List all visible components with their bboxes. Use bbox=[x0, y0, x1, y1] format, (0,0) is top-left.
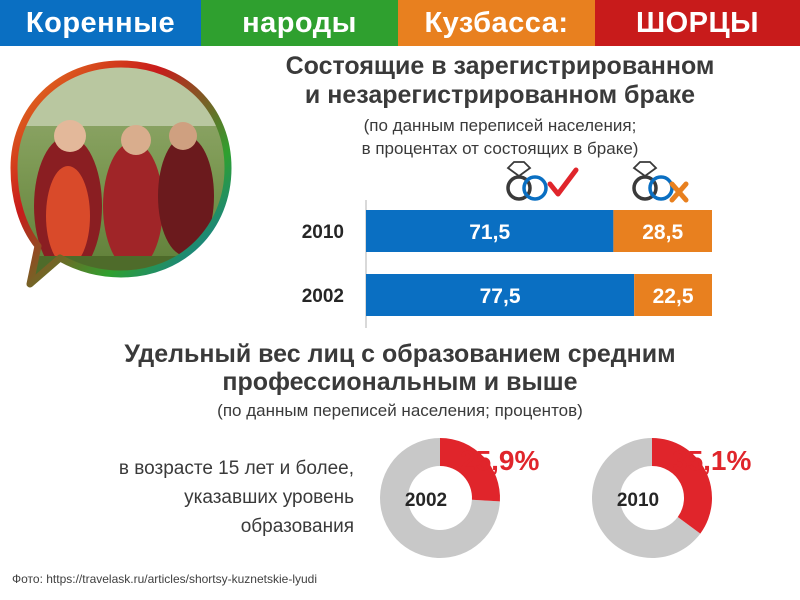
bar-2002-segment-2 bbox=[634, 274, 712, 316]
marriage-title-line1: Состоящие в зарегистрированном bbox=[285, 52, 715, 80]
donut-2002-value-label: 25,9% bbox=[460, 445, 539, 476]
header-segment-kuzbassa: Кузбасса: bbox=[398, 0, 595, 46]
bar-2010-segment-1 bbox=[366, 210, 614, 252]
rings-cross-icon bbox=[632, 161, 689, 203]
education-title: Удельный вес лиц с образованием средним … bbox=[20, 340, 780, 396]
bar-2002-value-label-1: 77,5 bbox=[480, 285, 521, 308]
donut-2002-rest bbox=[380, 438, 500, 558]
bar-2010-value-label-1: 71,5 bbox=[469, 221, 510, 244]
donut-2010-rest bbox=[592, 438, 701, 558]
education-donut-charts: 2002 25,9% 2010 35,1% bbox=[380, 438, 751, 558]
photo-credit: Фото: https://travelask.ru/articles/shor… bbox=[12, 572, 317, 586]
donut-2010-value-label: 35,1% bbox=[672, 445, 751, 476]
marriage-title-line2: и незарегистрированном браке bbox=[304, 81, 696, 109]
bar-category-label-2002: 2002 bbox=[302, 286, 344, 307]
education-note-line3: образования bbox=[240, 516, 354, 537]
bar-2002-value-label-2: 22,5 bbox=[653, 285, 694, 308]
donut-2010-year-label: 2010 bbox=[617, 490, 659, 511]
donut-2010-value bbox=[652, 438, 712, 534]
education-subtitle: (по данным переписей населения; проценто… bbox=[217, 401, 583, 420]
education-title-line1: Удельный вес лиц с образованием средним bbox=[124, 340, 676, 368]
donut-2002-year-label: 2002 bbox=[405, 490, 447, 511]
shor-dancers-photo bbox=[10, 60, 232, 288]
header-segment-shortsy: ШОРЦЫ bbox=[595, 0, 800, 46]
marriage-subtitle-line1: (по данным переписей населения; bbox=[363, 116, 637, 135]
bar-2010-value-label-2: 28,5 bbox=[642, 221, 683, 244]
header-segment-korennye: Коренные bbox=[0, 0, 201, 46]
marriage-bar-chart: 2010 71,5 28,5 2002 77,5 22,5 bbox=[302, 161, 712, 328]
marriage-subtitle: (по данным переписей населения; в процен… bbox=[260, 114, 740, 160]
bar-2010-segment-2 bbox=[613, 210, 712, 252]
marriage-title: Состоящие в зарегистрированном и незарег… bbox=[220, 52, 780, 110]
education-note: в возрасте 15 лет и более, указавших уро… bbox=[14, 454, 354, 541]
header-band: Коренные народы Кузбасса: ШОРЦЫ bbox=[0, 0, 800, 46]
education-note-line2: указавших уровень bbox=[184, 487, 354, 508]
bar-category-label-2010: 2010 bbox=[302, 222, 344, 243]
marriage-subtitle-line2: в процентах от состоящих в браке) bbox=[361, 139, 639, 158]
bar-2002-segment-1 bbox=[366, 274, 635, 316]
rings-check-icon bbox=[506, 161, 579, 201]
education-title-line2: профессиональным и выше bbox=[222, 368, 578, 396]
donut-2002-value bbox=[440, 438, 500, 502]
education-note-line1: в возрасте 15 лет и более, bbox=[118, 458, 354, 479]
header-segment-narody: народы bbox=[201, 0, 398, 46]
